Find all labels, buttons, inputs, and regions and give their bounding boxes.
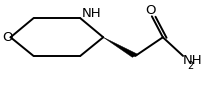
Text: NH: NH xyxy=(183,54,202,67)
Polygon shape xyxy=(103,37,138,57)
Text: NH: NH xyxy=(81,7,101,20)
Text: 2: 2 xyxy=(188,61,194,71)
Text: O: O xyxy=(146,4,156,17)
Text: O: O xyxy=(2,31,13,44)
